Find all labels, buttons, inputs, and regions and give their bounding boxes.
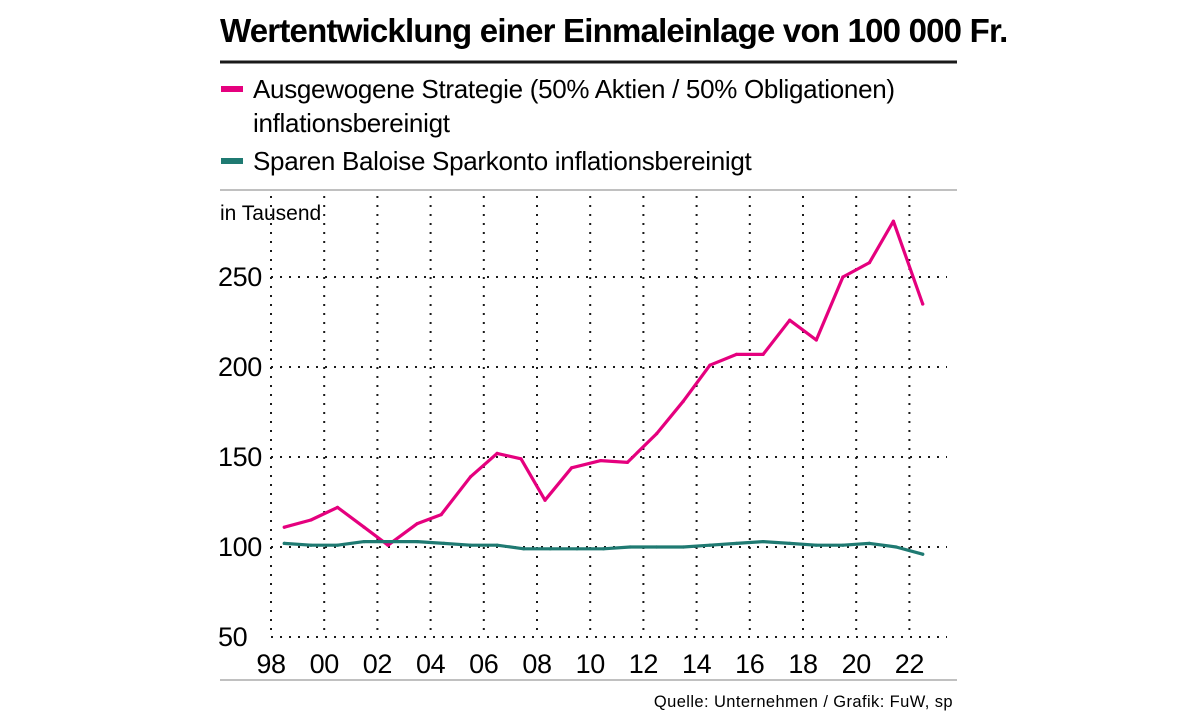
- x-tick-label-02: 02: [363, 649, 392, 679]
- series-2-point-13: [601, 547, 606, 551]
- series-1-point-13: [599, 459, 603, 463]
- source-note: Quelle: Unternehmen / Grafik: FuW, sp: [654, 693, 953, 711]
- series-2-point-3: [335, 543, 340, 547]
- x-tick-label-10: 10: [576, 649, 605, 679]
- series-1-point-14: [625, 460, 630, 464]
- series-1-point-12: [570, 466, 574, 470]
- series-line-1: [282, 219, 925, 547]
- series-1-point-3: [335, 505, 340, 509]
- series-2-point-19: [761, 540, 765, 544]
- x-tick-label-12: 12: [629, 649, 658, 679]
- series-1-point-2: [309, 518, 313, 522]
- series-1-point-7: [439, 513, 443, 517]
- series-2-point-25: [921, 552, 925, 556]
- series-2-point-17: [708, 543, 712, 547]
- series-1-point-19: [761, 352, 765, 356]
- x-tick-label-08: 08: [522, 649, 551, 679]
- series-2-point-21: [814, 543, 818, 547]
- series-2-point-9: [495, 543, 499, 547]
- series-2-point-6: [415, 540, 419, 544]
- series-2-point-4: [362, 540, 366, 544]
- series-1-point-17: [708, 363, 712, 367]
- series-2-point-15: [655, 545, 659, 549]
- series-2-point-5: [389, 540, 393, 544]
- series-1-point-22: [841, 275, 845, 279]
- series-1-point-21: [814, 338, 818, 342]
- series-2-point-10: [522, 547, 526, 551]
- series-1-point-8: [468, 475, 473, 479]
- series-1-point-9: [495, 451, 499, 455]
- x-tick-label-18: 18: [788, 649, 817, 679]
- series-1-point-20: [788, 318, 792, 322]
- series-2-point-2: [309, 543, 313, 547]
- chart-title: Wertentwicklung einer Einmaleinlage von …: [220, 12, 1008, 49]
- y-tick-label-150: 150: [218, 442, 262, 472]
- series-2-point-1: [282, 541, 286, 546]
- series-1-point-10: [519, 457, 523, 461]
- x-tick-label-00: 00: [310, 649, 339, 679]
- series-1-point-11: [543, 498, 547, 502]
- series-1-point-24: [891, 219, 896, 223]
- series-2-point-20: [788, 541, 792, 546]
- x-tick-label-06: 06: [469, 649, 498, 679]
- series-1-point-18: [734, 352, 739, 356]
- series-2-point-12: [575, 547, 579, 551]
- series-1-point-15: [655, 432, 659, 436]
- x-tick-label-04: 04: [416, 649, 446, 679]
- x-tick-label-20: 20: [842, 649, 871, 679]
- series-1-point-16: [681, 399, 685, 403]
- legend-label-1-line-2: inflationsbereinigt: [253, 108, 451, 138]
- series-2-point-22: [841, 543, 845, 547]
- legend-label-1: Ausgewogene Strategie (50% Aktien / 50% …: [253, 74, 895, 104]
- series-1-point-5: [386, 543, 390, 547]
- y-tick-label-100: 100: [218, 532, 262, 562]
- x-tick-label-98: 98: [256, 649, 285, 679]
- series-2-point-11: [548, 547, 552, 551]
- legend-label-2: Sparen Baloise Sparkonto inflationsberei…: [253, 146, 753, 176]
- series-2-point-7: [442, 541, 446, 546]
- series-1-point-1: [282, 525, 286, 529]
- y-tick-label-200: 200: [218, 352, 262, 382]
- y-axis-unit-label: in Tausend: [220, 202, 321, 225]
- x-tick-label-16: 16: [735, 649, 764, 679]
- series-2-point-8: [468, 543, 473, 547]
- series-2-point-14: [628, 545, 632, 549]
- series-1-point-6: [415, 522, 419, 526]
- series-2-point-24: [894, 545, 898, 549]
- series-1-point-25: [921, 302, 925, 306]
- x-tick-label-22: 22: [895, 649, 924, 679]
- x-tick-label-14: 14: [682, 649, 712, 679]
- series-1-point-23: [867, 261, 872, 265]
- series-2-point-23: [867, 541, 872, 546]
- series-1-point-4: [362, 525, 366, 529]
- series-2-point-16: [681, 545, 685, 549]
- y-tick-label-50: 50: [218, 622, 247, 652]
- series-2-point-18: [734, 541, 739, 546]
- y-tick-label-250: 250: [218, 262, 262, 292]
